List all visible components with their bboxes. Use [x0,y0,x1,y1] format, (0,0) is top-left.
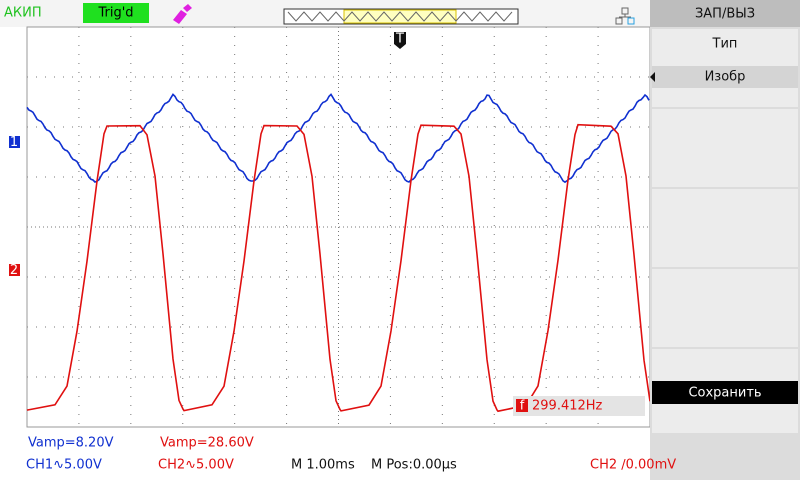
ch1-marker-label: 1 [10,135,18,150]
option-arrow [650,72,655,82]
save-button[interactable] [652,381,798,404]
menu-item-empty[interactable] [652,189,798,267]
trigger-marker [394,32,406,49]
ch2-marker-label: 2 [10,263,18,278]
brand: АКИП [4,6,42,21]
ch1-vamp: Vamp=8.20V [28,436,114,451]
ch2-scale: CH2∿5.00V [158,458,234,473]
menu-title-bar [650,0,800,27]
ch1-marker [9,136,20,148]
menu-item-empty[interactable] [652,109,798,187]
frequency-box [513,396,645,416]
menu-option[interactable] [652,66,798,88]
ch2-vamp: Vamp=28.60V [160,436,254,451]
frequency: 299.412Hz [532,399,603,414]
horizontal-position: M Pos:0.00µs [371,458,457,473]
usb-icon [615,7,635,25]
ch2-trace [26,123,651,413]
memory-trace [287,11,513,22]
memory-window [343,9,457,24]
trigger-marker-label: T [395,32,404,47]
trigger-level: CH2 ∕0.00mV [590,458,676,473]
save-button-label: Сохранить [688,386,761,401]
graticule [26,26,651,428]
timebase: M 1.00ms [291,458,355,473]
trigger-status-box [83,3,149,23]
menu-option-label: Изобр [705,70,746,85]
ch1-trace [26,93,650,184]
frequency-icon-label: f [520,399,525,414]
menu-item-empty[interactable] [652,269,798,347]
trigger-status: Trig'd [97,6,133,21]
ch2-marker [9,264,20,276]
probe-icon [173,4,192,24]
ch1-scale: CH1∿5.00V [26,458,102,473]
menu-item-label: Тип [712,37,738,52]
frequency-icon [516,399,528,412]
menu-title: ЗАП/ВЫЗ [695,7,755,22]
